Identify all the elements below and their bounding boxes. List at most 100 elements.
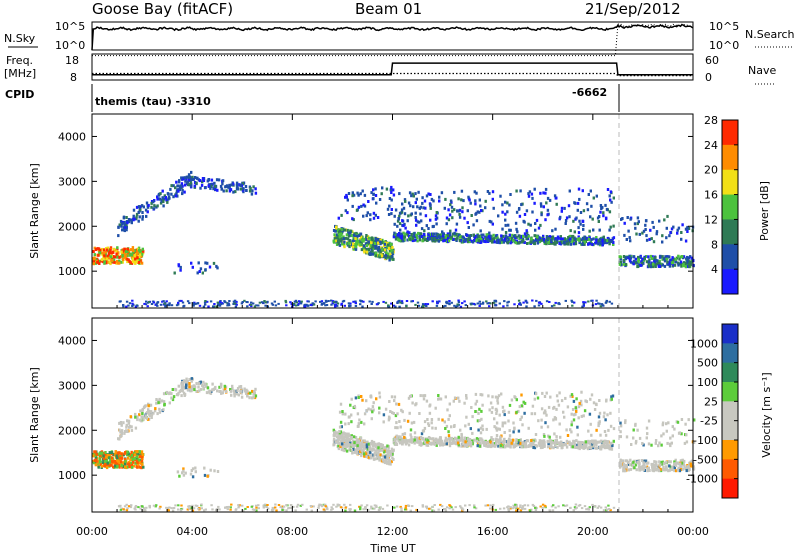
echo-point: [519, 439, 522, 443]
echo-point: [605, 207, 609, 211]
echo-point: [359, 508, 362, 511]
echo-point: [192, 304, 195, 307]
echo-point: [179, 265, 182, 269]
echo-point: [126, 249, 129, 253]
colorbar-tick-label: 8: [711, 238, 718, 251]
echo-point: [252, 392, 255, 396]
echo-point: [565, 216, 569, 220]
echo-point: [589, 189, 592, 193]
echo-point: [648, 237, 651, 241]
echo-point: [349, 441, 352, 445]
echo-point: [356, 452, 359, 456]
echo-point: [138, 418, 142, 422]
echo-point: [590, 299, 593, 302]
echo-point: [271, 506, 274, 509]
echo-point: [442, 442, 445, 446]
echo-point: [237, 506, 240, 509]
echo-point: [165, 390, 169, 394]
echo-point: [686, 255, 689, 259]
echo-point: [119, 460, 123, 464]
echo-point: [153, 409, 157, 413]
echo-point: [525, 236, 528, 240]
echo-point: [372, 192, 375, 196]
echo-point: [404, 226, 407, 230]
echo-point: [504, 223, 507, 227]
echo-point: [404, 232, 407, 236]
echo-point: [501, 424, 504, 428]
echo-point: [471, 442, 474, 446]
echo-point: [448, 303, 451, 306]
echo-point: [458, 238, 461, 242]
echo-point: [344, 209, 347, 213]
echo-point: [661, 462, 664, 466]
echo-point: [548, 435, 551, 439]
echo-point: [394, 426, 397, 430]
echo-point: [591, 446, 595, 450]
echo-point: [517, 429, 521, 433]
echo-point: [629, 255, 633, 258]
echo-point: [371, 453, 375, 457]
echo-point: [447, 434, 451, 438]
echo-point: [647, 461, 650, 465]
echo-point: [553, 304, 556, 307]
echo-point: [484, 240, 487, 244]
echo-point: [156, 301, 159, 304]
echo-point: [462, 199, 465, 203]
echo-point: [159, 303, 163, 306]
echo-point: [234, 190, 237, 194]
echo-point: [555, 394, 559, 398]
echo-point: [555, 407, 558, 411]
echo-point: [558, 441, 561, 445]
echo-point: [604, 203, 607, 207]
echo-point: [201, 271, 204, 275]
echo-point: [610, 441, 613, 445]
echo-point: [644, 228, 647, 231]
echo-point: [395, 402, 398, 406]
echo-point: [590, 444, 593, 448]
echo-point: [629, 239, 632, 243]
echo-point: [145, 506, 148, 509]
echo-point: [520, 415, 523, 419]
echo-point: [645, 436, 648, 440]
echo-point: [365, 451, 368, 455]
echo-point: [170, 392, 173, 396]
echo-point: [348, 239, 351, 242]
echo-point: [619, 430, 622, 434]
echo-point: [547, 405, 551, 409]
echo-point: [478, 198, 481, 202]
echo-point: [355, 240, 358, 244]
echo-point: [651, 255, 654, 259]
echo-point: [357, 424, 360, 428]
echo-point: [168, 302, 171, 305]
echo-point: [143, 302, 146, 305]
echo-point: [452, 441, 455, 445]
echo-point: [141, 455, 144, 459]
echo-point: [179, 389, 183, 392]
echo-point: [311, 302, 314, 305]
echo-point: [361, 398, 364, 402]
echo-point: [598, 445, 601, 449]
echo-point: [129, 506, 133, 509]
echo-point: [290, 507, 293, 509]
echo-point: [519, 509, 523, 512]
echo-point: [374, 445, 377, 448]
echo-point: [365, 409, 369, 412]
echo-point: [486, 302, 489, 305]
echo-point: [160, 199, 163, 203]
echo-point: [130, 463, 134, 467]
echo-point: [391, 411, 394, 415]
echo-point: [222, 388, 225, 392]
echo-point: [402, 206, 406, 210]
echo-point: [635, 232, 638, 236]
echo-point: [445, 438, 449, 442]
echo-point: [589, 397, 592, 401]
echo-point: [651, 265, 655, 269]
echo-point: [353, 232, 356, 236]
echo-point: [481, 438, 484, 442]
echo-point: [357, 193, 360, 197]
echo-point: [112, 258, 116, 262]
echo-point: [185, 175, 189, 179]
echo-point: [546, 196, 550, 200]
echo-point: [362, 508, 365, 511]
echo-point: [348, 508, 351, 511]
